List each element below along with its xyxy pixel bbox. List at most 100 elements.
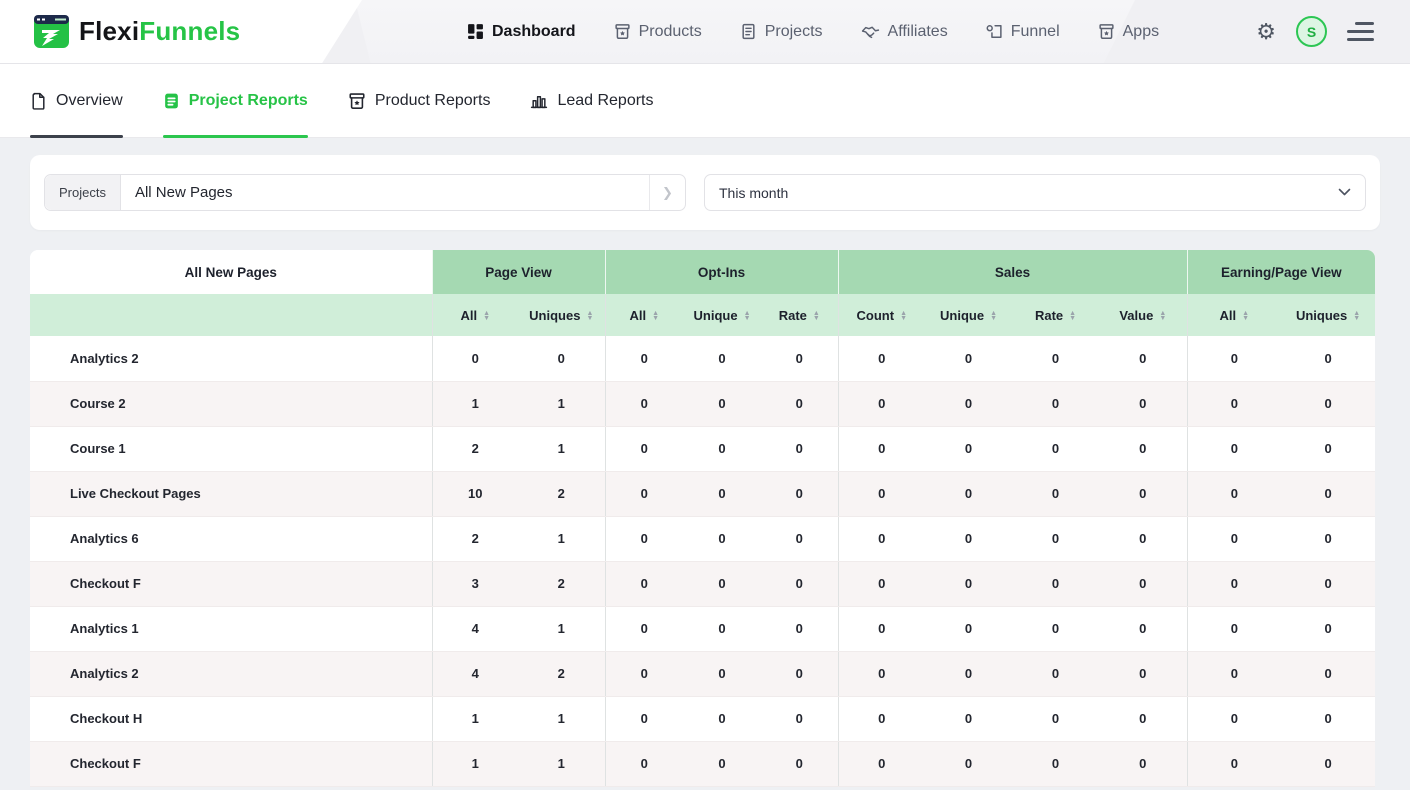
- brand-logo[interactable]: FlexiFunnels: [0, 0, 362, 63]
- overview-icon: [30, 92, 47, 110]
- row-value: 0: [761, 741, 839, 787]
- tab-product-reports[interactable]: Product Reports: [348, 64, 490, 137]
- row-value: 0: [1281, 651, 1375, 697]
- row-value: 0: [1099, 651, 1188, 697]
- tab-project-reports[interactable]: Project Reports: [162, 64, 308, 138]
- projects-icon: [740, 23, 757, 40]
- row-value: 0: [1186, 606, 1282, 652]
- row-name: Analytics 2: [30, 651, 432, 697]
- nav-item-products[interactable]: Products: [614, 23, 702, 41]
- column-header-unique[interactable]: Unique ▲ ▼: [925, 294, 1013, 336]
- nav-item-funnel[interactable]: Funnel: [986, 23, 1060, 41]
- row-value: 4: [431, 651, 518, 697]
- tab-lead-reports[interactable]: Lead Reports: [530, 64, 654, 137]
- column-header-count[interactable]: Count ▲ ▼: [837, 294, 926, 336]
- column-header-all[interactable]: All ▲ ▼: [431, 294, 518, 336]
- row-value: 0: [1012, 516, 1100, 562]
- products-icon: [614, 23, 631, 40]
- row-value: 1: [518, 696, 606, 742]
- row-value: 0: [925, 651, 1013, 697]
- row-name: Checkout F: [30, 561, 432, 607]
- row-value: 0: [683, 336, 762, 382]
- nav-item-dashboard[interactable]: Dashboard: [467, 23, 576, 41]
- top-nav-bar: FlexiFunnels Dashboard Products Projects Af…: [0, 0, 1410, 64]
- row-value: 0: [1012, 426, 1100, 472]
- row-value: 0: [1012, 606, 1100, 652]
- nav-item-label: Apps: [1122, 22, 1160, 40]
- project-reports-icon: [163, 92, 180, 110]
- column-header-all[interactable]: All ▲ ▼: [1186, 294, 1282, 336]
- row-name: Course 1: [30, 426, 432, 472]
- row-value: 0: [837, 426, 926, 472]
- sort-icon: ▲ ▼: [586, 310, 594, 323]
- column-header-uniques[interactable]: Uniques ▲ ▼: [1281, 294, 1375, 336]
- row-value: 2: [518, 471, 606, 517]
- row-value: 0: [925, 741, 1013, 787]
- nav-item-projects[interactable]: Projects: [740, 23, 823, 41]
- column-header-uniques[interactable]: Uniques ▲ ▼: [518, 294, 606, 336]
- row-value: 0: [518, 336, 606, 382]
- row-value: 0: [761, 651, 839, 697]
- column-header-rate[interactable]: Rate ▲ ▼: [761, 294, 839, 336]
- row-value: 0: [925, 471, 1013, 517]
- column-header-value[interactable]: Value ▲ ▼: [1099, 294, 1188, 336]
- hamburger-menu-icon[interactable]: [1347, 22, 1374, 41]
- report-table: All New Pages Page View Opt-Ins Sales Earnin…: [30, 250, 1375, 787]
- row-name: Analytics 2: [30, 336, 432, 382]
- row-value: 0: [683, 426, 762, 472]
- user-avatar[interactable]: S: [1296, 16, 1327, 47]
- row-value: 0: [683, 471, 762, 517]
- row-value: 0: [1281, 516, 1375, 562]
- settings-gear-icon[interactable]: ⚙: [1256, 18, 1276, 44]
- row-value: 0: [683, 606, 762, 652]
- row-value: 0: [1281, 561, 1375, 607]
- row-value: 0: [761, 426, 839, 472]
- row-value: 0: [1099, 561, 1188, 607]
- row-value: 0: [1281, 741, 1375, 787]
- row-value: 0: [1099, 741, 1188, 787]
- row-value: 10: [431, 471, 518, 517]
- dashboard-icon: [467, 23, 484, 40]
- date-range-select[interactable]: This month: [704, 174, 1366, 211]
- row-value: 0: [683, 651, 762, 697]
- row-name: Checkout F: [30, 741, 432, 787]
- row-value: 1: [431, 381, 518, 427]
- nav-item-affiliates[interactable]: Affiliates: [861, 23, 948, 41]
- row-value: 2: [518, 561, 606, 607]
- row-value: 0: [604, 651, 684, 697]
- row-value: 0: [683, 516, 762, 562]
- row-value: 0: [683, 741, 762, 787]
- column-header-unique[interactable]: Unique ▲ ▼: [683, 294, 762, 336]
- tab-label: Overview: [56, 91, 123, 109]
- row-value: 0: [837, 471, 926, 517]
- row-value: 0: [683, 381, 762, 427]
- row-value: 0: [604, 426, 684, 472]
- nav-item-apps[interactable]: Apps: [1098, 23, 1159, 41]
- funnel-icon: [986, 23, 1003, 40]
- column-header-all[interactable]: All ▲ ▼: [604, 294, 684, 336]
- chevron-right-icon[interactable]: ❯: [649, 175, 685, 210]
- row-value: 0: [1186, 741, 1282, 787]
- tab-overview[interactable]: Overview: [30, 64, 123, 138]
- row-value: 0: [1012, 741, 1100, 787]
- row-value: 0: [925, 606, 1013, 652]
- projects-filter[interactable]: Projects All New Pages ❯: [44, 174, 686, 211]
- table-row[interactable]: Live Checkout Pages 10 2 0 0 0 0 0 0 0 0 0: [30, 471, 1375, 517]
- row-value: 0: [761, 516, 839, 562]
- filter-card: Projects All New Pages ❯ This month: [30, 155, 1380, 230]
- main-content: Projects All New Pages ❯ This month All …: [0, 138, 1410, 787]
- column-header-rate[interactable]: Rate ▲ ▼: [1012, 294, 1100, 336]
- date-range-value: This month: [719, 184, 789, 201]
- row-value: 0: [761, 606, 839, 652]
- sort-icon: ▲ ▼: [652, 310, 660, 323]
- sort-icon: ▲ ▼: [812, 310, 820, 323]
